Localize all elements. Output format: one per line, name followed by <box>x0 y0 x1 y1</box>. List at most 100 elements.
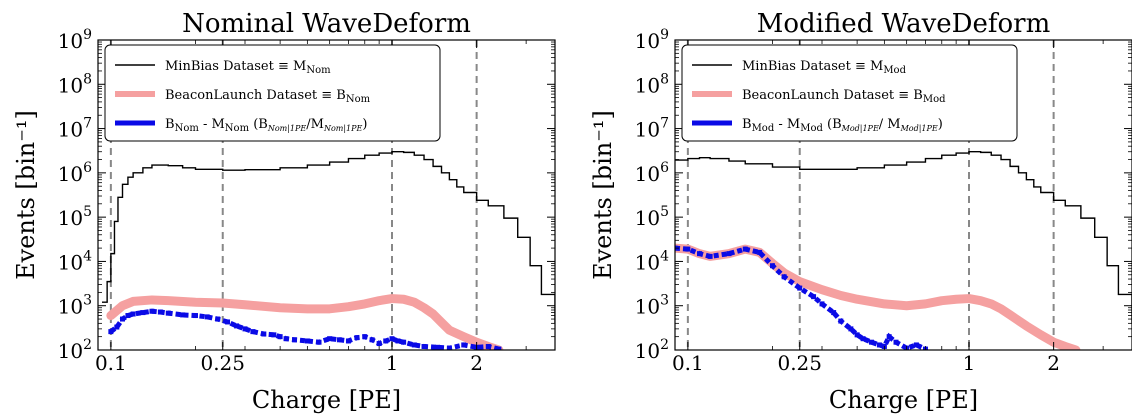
y-tick-label: 104 <box>58 248 92 274</box>
difference-series-point <box>304 338 310 344</box>
legend-subscript: Mod <box>923 94 946 105</box>
legend-subscript: Mod|1PE <box>900 124 938 133</box>
legend-text: (B <box>249 117 268 132</box>
difference-series-point <box>271 332 277 338</box>
difference-series-point <box>697 251 703 257</box>
difference-series-point <box>261 331 267 337</box>
difference-series-point <box>726 251 732 257</box>
difference-series-point <box>496 346 502 350</box>
difference-series-point <box>140 310 146 316</box>
difference-series-point <box>395 338 401 344</box>
difference-series-point <box>781 274 787 280</box>
legend-subscript: Nom <box>225 123 250 134</box>
y-tick-base: 10 <box>635 250 660 274</box>
y-tick-label: 103 <box>58 293 92 319</box>
y-tick-exponent: 7 <box>83 116 92 132</box>
plot-frame <box>97 39 556 351</box>
difference-series-point <box>192 313 198 319</box>
difference-series-point <box>893 339 899 345</box>
y-tick-base: 10 <box>58 339 83 363</box>
difference-series-point <box>411 342 417 348</box>
y-tick-label: 103 <box>635 293 669 319</box>
y-tick-exponent: 8 <box>83 71 92 87</box>
difference-series-point <box>369 337 375 343</box>
legend-subscript: Nom <box>175 123 200 134</box>
x-tick-label: 1 <box>963 351 976 375</box>
difference-series-point <box>860 336 866 342</box>
x-axis-label: Charge [PE] <box>829 386 978 414</box>
difference-series-point <box>401 339 407 345</box>
chart-title: Nominal WaveDeform <box>182 9 471 39</box>
difference-series-point <box>848 326 854 332</box>
x-tick-label: 2 <box>1047 351 1060 375</box>
difference-series-point <box>434 344 440 350</box>
legend-subscript: Mod <box>800 123 823 134</box>
difference-series-point <box>376 341 382 347</box>
legend-subscript: Mod|1PE <box>841 124 879 133</box>
y-tick-base: 10 <box>635 118 660 142</box>
difference-series-point <box>362 334 368 340</box>
y-tick-exponent: 9 <box>660 27 669 43</box>
difference-series-point <box>742 246 748 252</box>
plot-area <box>675 151 1132 350</box>
difference-series-point <box>421 343 427 349</box>
difference-series-point <box>327 336 333 342</box>
legend-box <box>104 44 441 142</box>
difference-series-point <box>283 336 289 342</box>
difference-series-point <box>157 309 163 315</box>
difference-series-point <box>831 310 837 316</box>
difference-series-point <box>869 339 875 345</box>
difference-series-point <box>707 253 713 259</box>
legend-subscript: Mod <box>883 65 906 76</box>
y-tick-exponent: 5 <box>660 204 669 220</box>
y-axis-label: Events [bin⁻¹] <box>12 110 40 280</box>
x-tick-label: 0.1 <box>672 351 704 375</box>
difference-series-point <box>876 342 882 348</box>
y-tick-label: 102 <box>635 337 669 363</box>
x-tick-label: 0.1 <box>95 351 127 375</box>
legend-text: BeaconLaunch Dataset ≡ B <box>165 88 346 103</box>
difference-series-point <box>165 310 171 316</box>
y-tick-base: 10 <box>58 206 83 230</box>
difference-series-point <box>180 312 186 318</box>
y-tick-exponent: 2 <box>660 337 669 353</box>
plot-area <box>102 151 555 350</box>
difference-series-point <box>125 313 131 319</box>
beaconlaunch-series-band <box>675 243 1081 350</box>
legend-label: BeaconLaunch Dataset ≡ BNom <box>165 88 371 105</box>
y-tick-exponent: 6 <box>660 160 669 176</box>
y-tick-label: 107 <box>635 116 669 142</box>
y-tick-exponent: 5 <box>83 204 92 220</box>
y-tick-label: 107 <box>58 116 92 142</box>
legend-label: BeaconLaunch Dataset ≡ BMod <box>742 88 946 105</box>
y-tick-label: 106 <box>58 160 92 186</box>
y-tick-label: 109 <box>58 27 92 53</box>
difference-series-point <box>215 316 221 322</box>
y-tick-base: 10 <box>58 29 83 53</box>
y-tick-base: 10 <box>635 206 660 230</box>
difference-series-point <box>114 324 120 330</box>
y-tick-base: 10 <box>635 29 660 53</box>
y-tick-exponent: 6 <box>83 160 92 176</box>
legend-text: B <box>165 117 175 132</box>
difference-series-point <box>886 334 892 340</box>
difference-series-point <box>108 329 114 335</box>
y-tick-label: 104 <box>635 248 669 274</box>
minbias-series-line <box>675 151 1132 324</box>
difference-series-point <box>854 332 860 338</box>
y-tick-label: 105 <box>635 204 669 230</box>
difference-series-point <box>354 335 360 341</box>
x-tick-label: 0.25 <box>777 351 822 375</box>
difference-series-point <box>389 336 395 342</box>
y-tick-base: 10 <box>58 162 83 186</box>
y-tick-exponent: 2 <box>83 337 92 353</box>
difference-series-point <box>819 301 825 307</box>
difference-series-point <box>234 323 240 329</box>
y-tick-exponent: 7 <box>660 116 669 132</box>
y-tick-label: 108 <box>635 71 669 97</box>
difference-series-point <box>242 326 248 332</box>
difference-series-point <box>769 263 775 269</box>
